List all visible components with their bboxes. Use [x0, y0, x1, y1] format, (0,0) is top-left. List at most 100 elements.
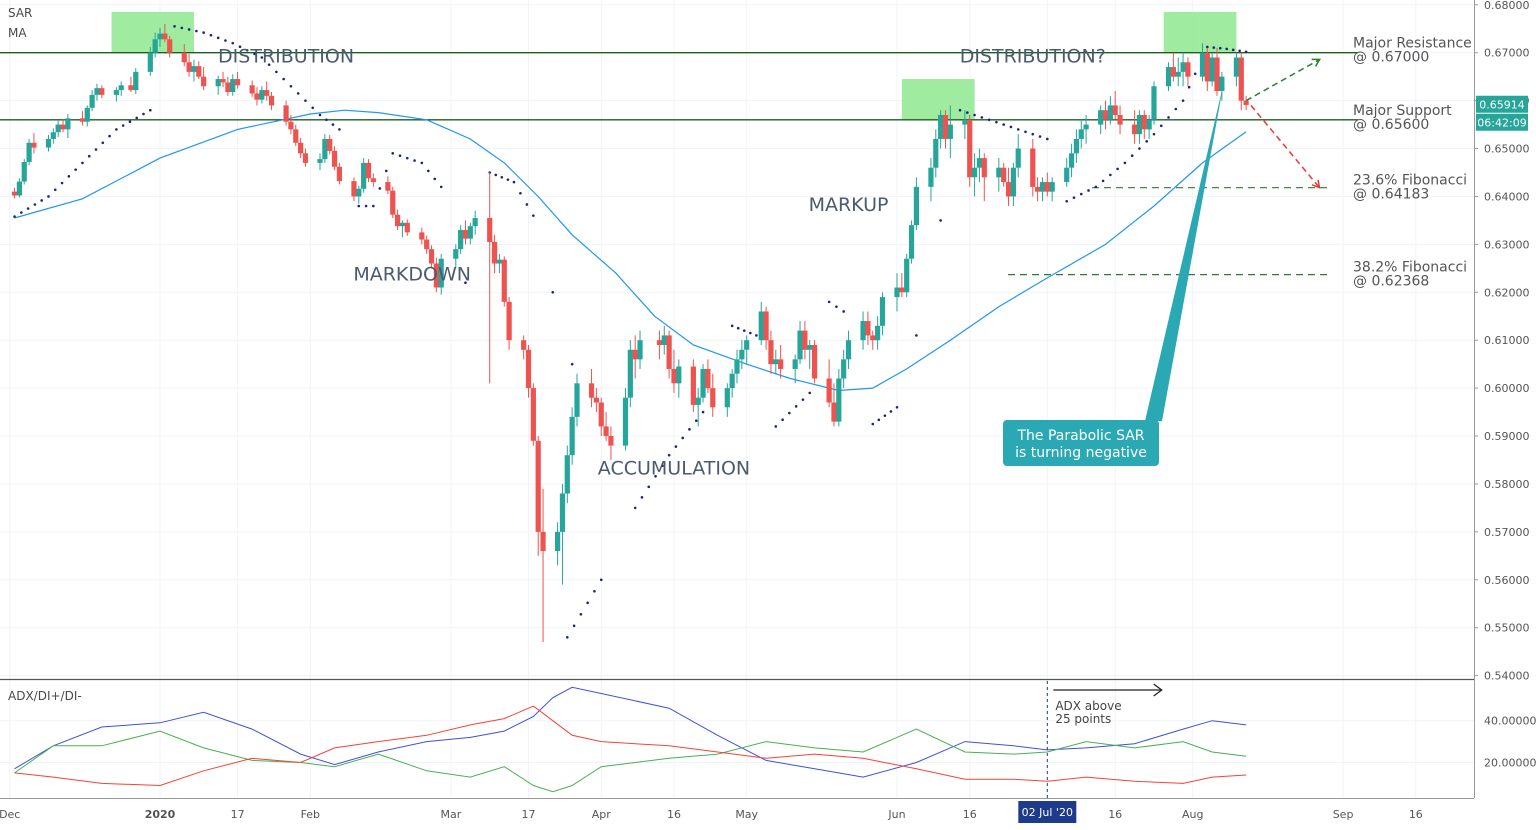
candle[interactable]: [225, 76, 231, 96]
candle[interactable]: [574, 373, 580, 427]
candle[interactable]: [763, 306, 769, 350]
candle[interactable]: [467, 222, 473, 245]
candle[interactable]: [1015, 134, 1021, 178]
candle[interactable]: [1209, 52, 1215, 87]
candle[interactable]: [1010, 162, 1016, 207]
candle[interactable]: [361, 158, 367, 193]
candle[interactable]: [831, 383, 837, 427]
candle[interactable]: [535, 436, 541, 556]
candle[interactable]: [370, 173, 376, 187]
candle[interactable]: [11, 187, 18, 199]
candle[interactable]: [894, 273, 900, 312]
candle[interactable]: [424, 235, 430, 254]
candle[interactable]: [419, 227, 425, 245]
candle[interactable]: [298, 137, 304, 159]
candle[interactable]: [666, 330, 672, 379]
candle[interactable]: [758, 301, 764, 345]
candle[interactable]: [1030, 138, 1036, 197]
candle[interactable]: [84, 105, 90, 127]
candle[interactable]: [1083, 114, 1089, 144]
candle[interactable]: [811, 340, 818, 384]
candle[interactable]: [438, 253, 444, 295]
candle[interactable]: [724, 383, 730, 417]
candle[interactable]: [264, 81, 270, 101]
candle[interactable]: [875, 316, 881, 350]
candle[interactable]: [1199, 43, 1206, 82]
candle[interactable]: [1098, 105, 1104, 135]
candle[interactable]: [1064, 158, 1070, 187]
candle[interactable]: [739, 340, 745, 369]
candle[interactable]: [268, 91, 275, 111]
candle[interactable]: [559, 483, 566, 585]
candle[interactable]: [152, 32, 158, 58]
candle[interactable]: [1136, 110, 1143, 144]
candlesticks[interactable]: [11, 23, 1249, 643]
candle[interactable]: [89, 90, 95, 112]
candle[interactable]: [1107, 95, 1113, 125]
candle[interactable]: [506, 297, 512, 350]
candle[interactable]: [390, 186, 396, 219]
candle[interactable]: [588, 368, 595, 408]
candle[interactable]: [283, 100, 289, 126]
candle[interactable]: [1151, 81, 1157, 125]
candle[interactable]: [637, 330, 643, 369]
candle[interactable]: [1102, 100, 1109, 130]
candle[interactable]: [1233, 52, 1240, 87]
candle[interactable]: [31, 133, 37, 154]
candle[interactable]: [836, 368, 842, 427]
candle[interactable]: [356, 185, 362, 204]
candle[interactable]: [569, 407, 575, 465]
candle[interactable]: [962, 110, 968, 139]
candle[interactable]: [744, 335, 750, 365]
candle[interactable]: [55, 120, 61, 138]
candle[interactable]: [622, 388, 629, 451]
candle[interactable]: [879, 292, 886, 336]
candle[interactable]: [826, 359, 832, 408]
candle[interactable]: [1044, 172, 1050, 197]
ma-indicator-label[interactable]: MA: [8, 26, 27, 40]
candle[interactable]: [167, 35, 173, 58]
candle[interactable]: [627, 340, 633, 408]
candle[interactable]: [1141, 110, 1147, 139]
candle[interactable]: [564, 445, 570, 504]
candle[interactable]: [462, 220, 469, 245]
candle[interactable]: [976, 148, 983, 183]
candle[interactable]: [598, 397, 604, 437]
candle[interactable]: [501, 256, 507, 307]
candle[interactable]: [94, 83, 100, 101]
candle[interactable]: [967, 114, 973, 187]
candle[interactable]: [734, 349, 740, 384]
candle[interactable]: [1180, 52, 1186, 87]
candle[interactable]: [671, 349, 677, 393]
candle[interactable]: [1170, 52, 1176, 82]
candle[interactable]: [254, 87, 260, 106]
candle[interactable]: [336, 162, 343, 185]
candle[interactable]: [327, 135, 333, 155]
candle[interactable]: [433, 257, 439, 293]
candle[interactable]: [656, 330, 663, 360]
candle[interactable]: [50, 128, 56, 144]
candle[interactable]: [215, 75, 221, 95]
candle[interactable]: [942, 110, 949, 149]
candle[interactable]: [1073, 129, 1080, 163]
candle[interactable]: [530, 383, 536, 446]
candle[interactable]: [695, 388, 701, 427]
candle[interactable]: [904, 253, 910, 298]
candle[interactable]: [147, 46, 153, 76]
candle[interactable]: [288, 114, 294, 135]
candle[interactable]: [710, 373, 716, 417]
candle[interactable]: [1005, 167, 1012, 207]
candle[interactable]: [521, 335, 527, 360]
candle[interactable]: [181, 44, 187, 67]
candle[interactable]: [1049, 177, 1055, 202]
candle[interactable]: [1185, 57, 1191, 87]
candle[interactable]: [802, 321, 808, 360]
candle[interactable]: [113, 87, 119, 102]
candle[interactable]: [1035, 177, 1041, 202]
candle[interactable]: [322, 134, 328, 163]
candle[interactable]: [491, 234, 498, 274]
candle[interactable]: [26, 138, 32, 165]
candle[interactable]: [1117, 105, 1123, 135]
candle[interactable]: [870, 330, 876, 350]
